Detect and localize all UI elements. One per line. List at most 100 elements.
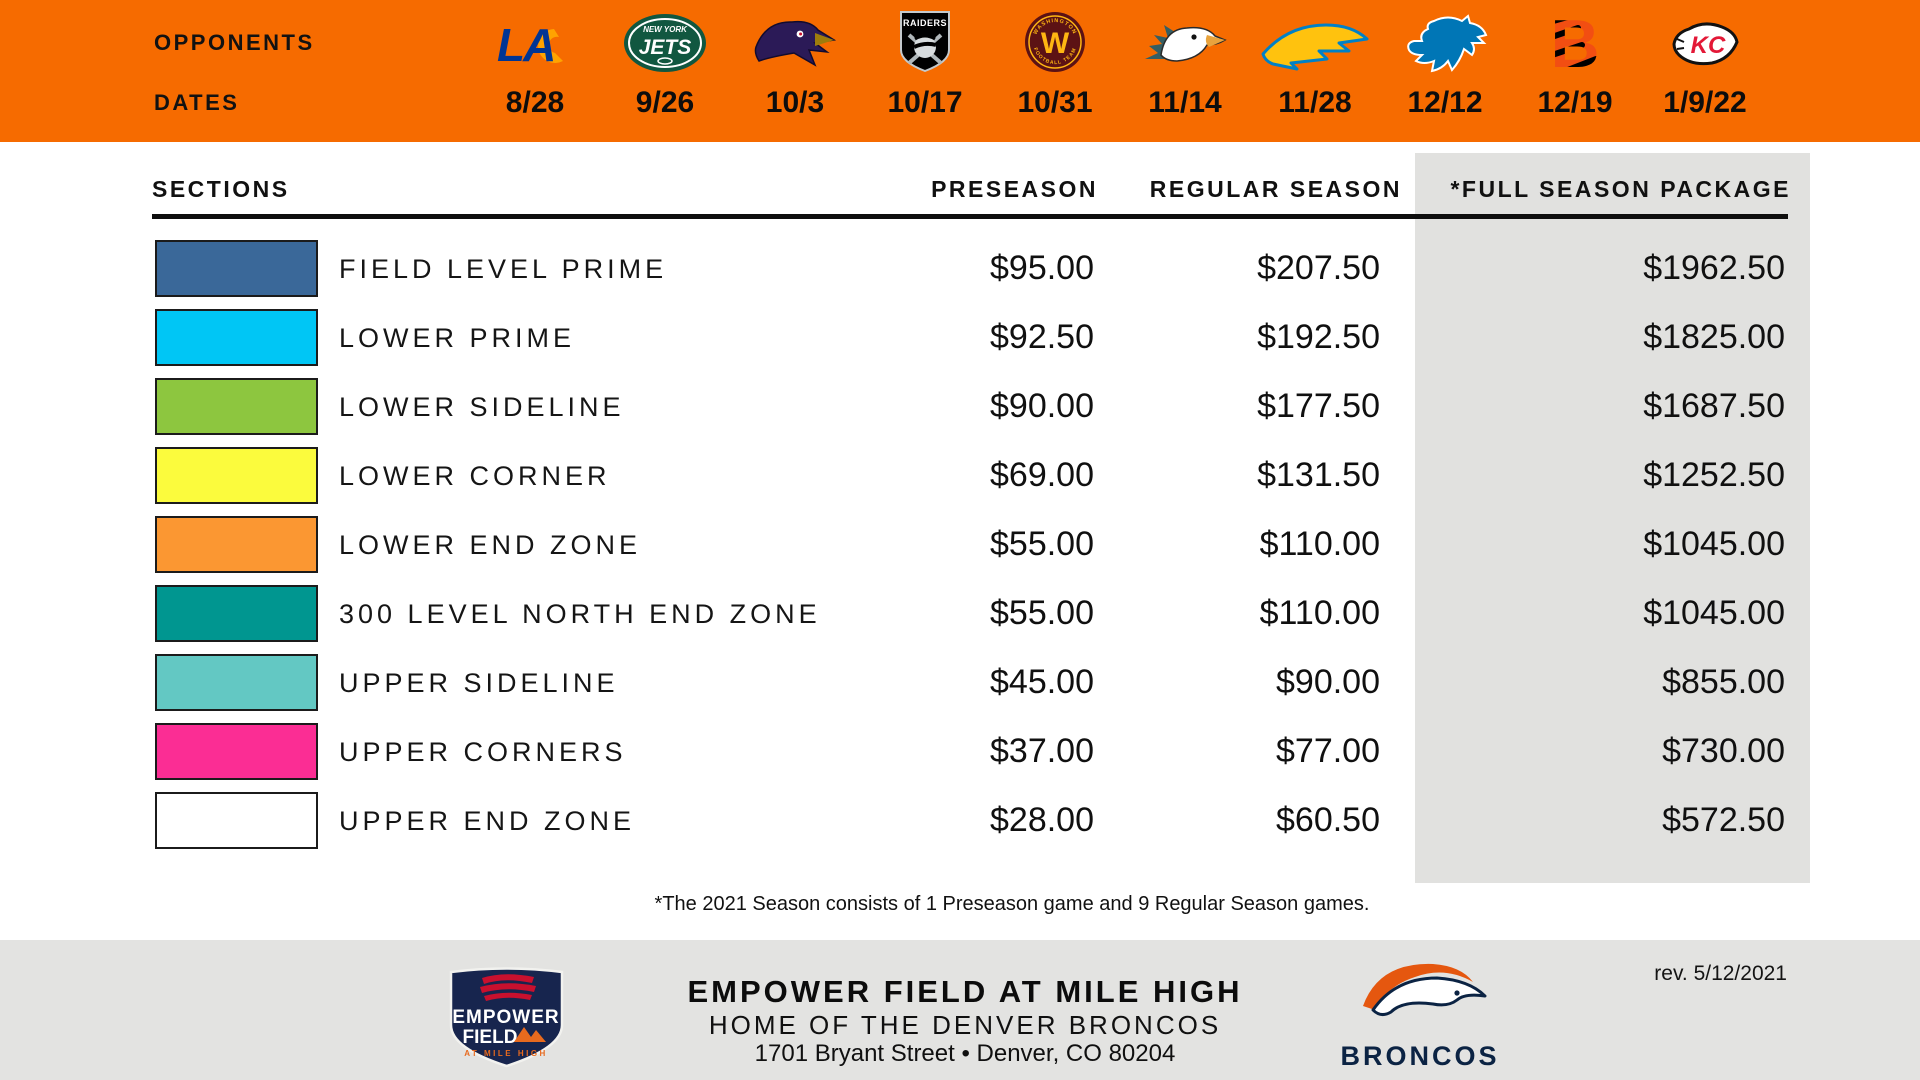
section-color-swatch [155, 516, 318, 573]
section-name: UPPER SIDELINE [339, 668, 619, 698]
price-table-row: 300 LEVEL NORTH END ZONE $55.00 $110.00 … [0, 585, 1920, 654]
section-name: UPPER CORNERS [339, 737, 627, 767]
regular-season-price: $110.00 [1259, 525, 1380, 563]
game-column: 10/3 [730, 0, 860, 142]
preseason-price: $95.00 [990, 249, 1094, 287]
regular-season-price: $177.50 [1257, 387, 1380, 425]
broncos-logo-lockup: BRONCOS [1340, 948, 1500, 1072]
full-season-price: $1825.00 [1643, 318, 1785, 356]
stadium-tagline: HOME OF THE DENVER BRONCOS [708, 1010, 1222, 1040]
game-column: NEW YORK JETS 9/26 [600, 0, 730, 142]
svg-text:FIELD: FIELD [463, 1027, 518, 1048]
season-footnote: *The 2021 Season consists of 1 Preseason… [654, 893, 1370, 915]
section-name: LOWER END ZONE [339, 530, 642, 560]
svg-text:RAIDERS: RAIDERS [903, 18, 947, 28]
price-table-row: LOWER SIDELINE $90.00 $177.50 $1687.50 [0, 378, 1920, 447]
game-column: WASHINGTON FOOTBALL TEAM W 10/31 [990, 0, 1120, 142]
full-season-price: $855.00 [1662, 663, 1785, 701]
game-date: 12/19 [1537, 86, 1613, 119]
svg-text:KC: KC [1691, 32, 1726, 59]
sections-header: SECTIONS [152, 176, 290, 202]
full-season-highlight-band [1415, 153, 1810, 883]
team-logo-box: RAIDERS [897, 9, 953, 73]
section-name: 300 LEVEL NORTH END ZONE [339, 599, 821, 629]
game-column: KC 1/9/22 [1640, 0, 1770, 142]
chiefs-logo: KC [1672, 22, 1739, 66]
game-column: B 12/19 [1510, 0, 1640, 142]
opponents-label: OPPONENTS [154, 30, 315, 55]
regular-season-header: REGULAR SEASON [1149, 176, 1402, 202]
team-logo-box [1260, 9, 1370, 73]
section-name: UPPER END ZONE [339, 806, 636, 836]
game-date: 9/26 [635, 86, 695, 119]
preseason-price: $45.00 [990, 663, 1094, 701]
game-date: 8/28 [505, 86, 565, 119]
team-logo-box: KC [1669, 9, 1741, 73]
regular-season-price: $110.00 [1259, 594, 1380, 632]
regular-season-price: $77.00 [1276, 732, 1380, 770]
full-season-price: $572.50 [1662, 801, 1785, 839]
price-table-row: UPPER CORNERS $37.00 $77.00 $730.00 [0, 723, 1920, 792]
team-logo-box: B [1548, 9, 1602, 73]
full-season-price: $1045.00 [1643, 594, 1785, 632]
svg-text:NEW YORK: NEW YORK [643, 25, 688, 34]
section-name: LOWER SIDELINE [339, 392, 625, 422]
section-color-swatch [155, 585, 318, 642]
section-name: LOWER CORNER [339, 461, 611, 491]
dates-label: DATES [154, 90, 240, 115]
lions-logo [1407, 14, 1488, 73]
regular-season-price: $207.50 [1257, 249, 1380, 287]
price-table-row: LOWER END ZONE $55.00 $110.00 $1045.00 [0, 516, 1920, 585]
section-name: FIELD LEVEL PRIME [339, 254, 668, 284]
svg-text:EMPOWER: EMPOWER [452, 1007, 559, 1028]
game-column: 11/28 [1250, 0, 1380, 142]
section-color-swatch [155, 723, 318, 780]
game-date: 1/9/22 [1663, 86, 1747, 119]
preseason-header: PRESEASON [931, 176, 1098, 202]
game-date: 11/14 [1148, 86, 1222, 119]
section-color-swatch [155, 240, 318, 297]
team-logo-box: WASHINGTON FOOTBALL TEAM W [1024, 9, 1086, 73]
regular-season-price: $131.50 [1257, 456, 1380, 494]
svg-text:LA: LA [497, 19, 554, 71]
jets-logo: NEW YORK JETS [624, 14, 706, 72]
header-divider-rule [152, 214, 1788, 219]
regular-season-price: $60.50 [1276, 801, 1380, 839]
preseason-price: $28.00 [990, 801, 1094, 839]
footer: EMPOWER FIELD AT MILE HIGH EMPOWER FIELD… [0, 940, 1920, 1080]
full-season-price: $1252.50 [1643, 456, 1785, 494]
section-name: LOWER PRIME [339, 323, 576, 353]
raiders-logo: RAIDERS [900, 11, 950, 73]
regular-season-price: $192.50 [1257, 318, 1380, 356]
section-color-swatch [155, 792, 318, 849]
stadium-address: 1701 Bryant Street • Denver, CO 80204 [754, 1040, 1176, 1067]
game-column: 11/14 [1120, 0, 1250, 142]
game-date: 10/31 [1017, 86, 1093, 119]
team-logo-box: NEW YORK JETS [623, 9, 707, 73]
game-column: RAIDERS 10/17 [860, 0, 990, 142]
washington-logo: WASHINGTON FOOTBALL TEAM W [1025, 12, 1085, 72]
price-table-row: UPPER END ZONE $28.00 $60.50 $572.50 [0, 792, 1920, 861]
preseason-price: $90.00 [990, 387, 1094, 425]
broncos-horse-icon [1363, 963, 1487, 1017]
svg-text:AT MILE HIGH: AT MILE HIGH [464, 1049, 548, 1058]
regular-season-price: $90.00 [1276, 663, 1380, 701]
eagles-logo [1145, 25, 1227, 62]
price-table-row: LOWER PRIME $92.50 $192.50 $1825.00 [0, 309, 1920, 378]
full-season-price: $1687.50 [1643, 387, 1785, 425]
preseason-price: $55.00 [990, 594, 1094, 632]
team-logo-box: LA [497, 9, 573, 73]
section-color-swatch [155, 378, 318, 435]
team-logo-box [1401, 9, 1489, 73]
section-color-swatch [155, 654, 318, 711]
section-color-swatch [155, 447, 318, 504]
preseason-price: $37.00 [990, 732, 1094, 770]
full-season-price: $730.00 [1662, 732, 1785, 770]
full-season-header: *FULL SEASON PACKAGE [1450, 176, 1791, 202]
section-color-swatch [155, 309, 318, 366]
price-table-rows: FIELD LEVEL PRIME $95.00 $207.50 $1962.5… [0, 240, 1920, 861]
stadium-name: EMPOWER FIELD AT MILE HIGH [687, 974, 1243, 1009]
bengals-logo: B [1550, 11, 1600, 73]
chargers-logo [1261, 23, 1369, 71]
